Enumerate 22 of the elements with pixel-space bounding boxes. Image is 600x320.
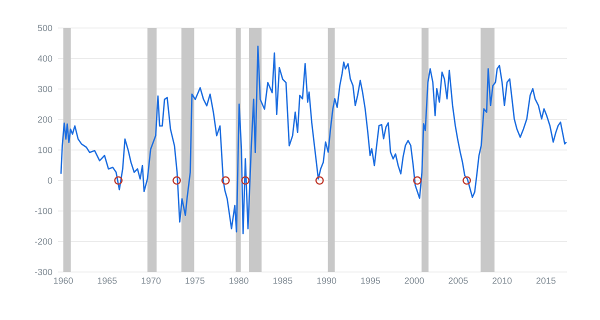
x-tick-label: 2000: [404, 278, 424, 284]
x-tick-label: 2010: [492, 278, 512, 284]
y-tick-label: 300: [38, 86, 52, 92]
x-tick-label: 1970: [142, 278, 161, 284]
x-tick-label: 1985: [273, 278, 292, 284]
y-tick-label: -300: [34, 268, 52, 276]
x-tick-label: 1960: [54, 278, 73, 284]
y-tick-label: 400: [38, 55, 52, 62]
x-tick-label: 2005: [448, 278, 468, 284]
x-tick-label: 1995: [361, 278, 380, 284]
y-tick-label: 500: [38, 24, 52, 32]
x-tick-label: 1990: [317, 278, 336, 284]
y-tick-label: 100: [38, 146, 52, 154]
y-tick-label: -100: [34, 208, 52, 214]
y-tick-label: 200: [38, 116, 52, 123]
x-tick-label: 1975: [186, 278, 204, 284]
x-tick-label: 1965: [98, 278, 117, 284]
line-series: [60, 46, 568, 234]
x-tick-label: 2015: [536, 278, 556, 284]
y-tick-label: -200: [34, 238, 52, 245]
x-tick-label: 1980: [230, 278, 248, 284]
y-tick-label: 0: [48, 177, 52, 184]
